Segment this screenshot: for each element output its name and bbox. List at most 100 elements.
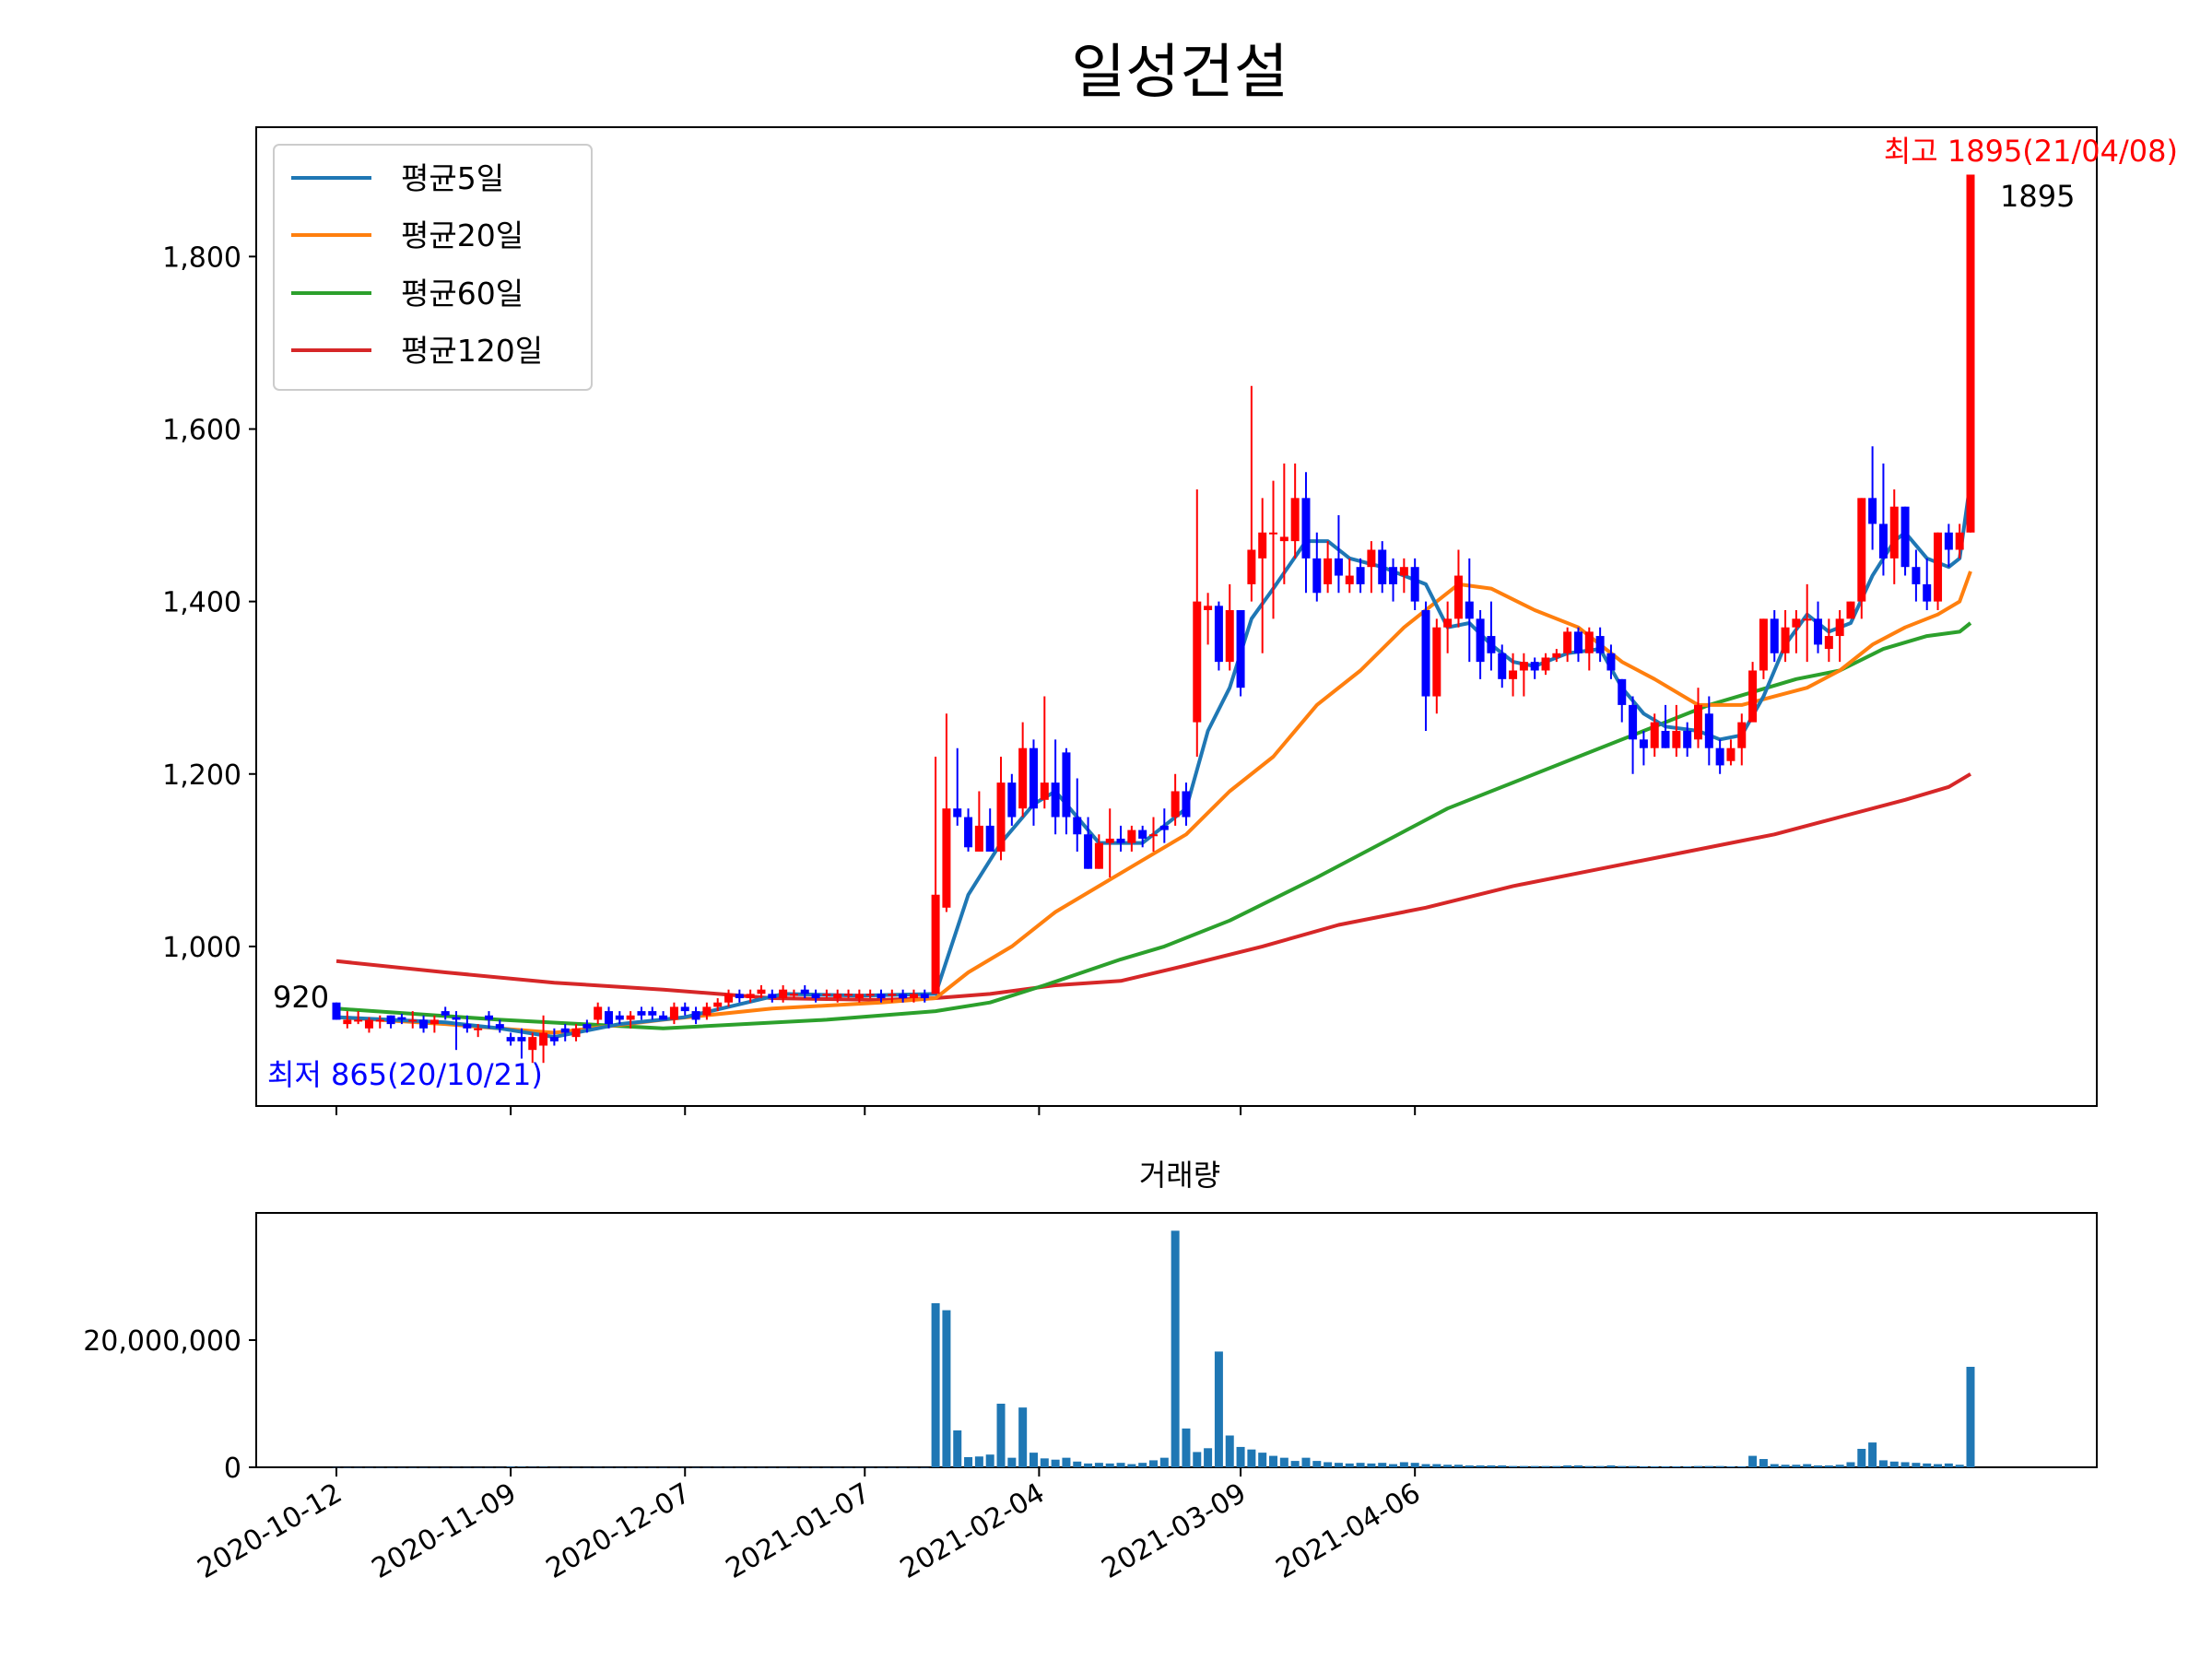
candle-body bbox=[474, 1028, 483, 1030]
candle bbox=[1171, 773, 1180, 826]
volume-bar bbox=[1149, 1460, 1158, 1467]
x-tick-label: 2020-10-12 bbox=[193, 1477, 347, 1585]
candle bbox=[746, 989, 755, 1003]
candle-body bbox=[920, 994, 929, 999]
candle-body bbox=[1563, 631, 1572, 653]
candle-body bbox=[1149, 834, 1158, 837]
volume-bar bbox=[1399, 1462, 1408, 1467]
candle bbox=[1432, 618, 1441, 714]
volume-bar bbox=[1912, 1463, 1921, 1467]
candle bbox=[964, 808, 973, 852]
volume-bar bbox=[1694, 1465, 1702, 1467]
volume-title: 거래량 bbox=[1139, 1158, 1220, 1193]
candle bbox=[1159, 808, 1169, 843]
candle bbox=[1389, 558, 1398, 602]
volume-bar bbox=[659, 1466, 668, 1468]
candle bbox=[1912, 549, 1921, 602]
candle bbox=[1803, 583, 1812, 663]
volume-bar bbox=[549, 1466, 559, 1468]
volume-bar bbox=[1683, 1465, 1692, 1467]
candle bbox=[1704, 696, 1713, 766]
candle bbox=[888, 989, 897, 1003]
candle bbox=[1258, 498, 1267, 653]
candle-body bbox=[1007, 782, 1017, 818]
candle bbox=[1715, 739, 1724, 774]
candle-body bbox=[931, 894, 940, 994]
volume-bar bbox=[1018, 1407, 1028, 1467]
volume-bar bbox=[397, 1466, 406, 1468]
volume-bar bbox=[888, 1466, 897, 1468]
candle-body bbox=[1432, 627, 1441, 697]
candle bbox=[539, 1015, 548, 1064]
volume-bar bbox=[1029, 1453, 1038, 1467]
price-y-tick-label: 1,800 bbox=[162, 241, 241, 274]
volume-bar bbox=[1606, 1465, 1616, 1467]
price-y-tick-label: 1,000 bbox=[162, 932, 241, 964]
candle bbox=[1541, 653, 1550, 676]
volume-bar bbox=[996, 1404, 1006, 1467]
candle bbox=[1367, 541, 1376, 594]
candle bbox=[1236, 609, 1245, 697]
volume-bar bbox=[1661, 1465, 1670, 1467]
candle-body bbox=[1737, 722, 1747, 748]
candle bbox=[800, 985, 809, 999]
candle bbox=[1029, 739, 1038, 826]
volume-bar bbox=[1073, 1461, 1082, 1467]
candle-body bbox=[1629, 704, 1638, 740]
candle bbox=[1889, 488, 1899, 584]
volume-bar bbox=[669, 1466, 678, 1468]
volume-bar bbox=[1639, 1465, 1648, 1467]
volume-bar bbox=[419, 1466, 429, 1468]
candle-body bbox=[702, 1006, 712, 1016]
candle bbox=[811, 989, 820, 1003]
candle bbox=[452, 1011, 461, 1051]
volume-bar bbox=[637, 1466, 646, 1468]
volume-bar bbox=[1258, 1453, 1267, 1467]
candle bbox=[833, 989, 842, 1003]
candle-body bbox=[1094, 842, 1103, 869]
volume-bar bbox=[1334, 1463, 1343, 1467]
candle-body bbox=[691, 1011, 700, 1020]
candle-body bbox=[899, 994, 908, 999]
candle-body bbox=[1683, 730, 1692, 748]
volume-bar bbox=[1944, 1463, 1953, 1467]
candle-body bbox=[1421, 609, 1430, 697]
candle bbox=[1084, 817, 1093, 869]
candle bbox=[713, 998, 723, 1012]
volume-bar bbox=[1345, 1463, 1354, 1467]
candle bbox=[1204, 593, 1213, 645]
candle-body bbox=[1487, 636, 1496, 653]
candle bbox=[495, 1019, 504, 1033]
ma20-line bbox=[335, 571, 1972, 1035]
candle bbox=[1584, 627, 1594, 671]
candle bbox=[702, 1002, 712, 1020]
candle-body bbox=[789, 994, 798, 996]
candle bbox=[1127, 825, 1136, 852]
candle-body bbox=[528, 1037, 537, 1051]
candle-body bbox=[1868, 498, 1877, 524]
volume-bar bbox=[1955, 1465, 1964, 1467]
volume-bar bbox=[354, 1466, 363, 1468]
candle-body bbox=[1618, 678, 1627, 705]
candle-body bbox=[1824, 636, 1833, 650]
candle-body bbox=[1934, 532, 1943, 602]
volume-bar bbox=[964, 1456, 973, 1467]
volume-bar bbox=[1138, 1463, 1147, 1467]
candle-body bbox=[1062, 752, 1071, 818]
volume-bar bbox=[1182, 1428, 1191, 1467]
candle bbox=[1563, 627, 1572, 663]
candle-body bbox=[1247, 549, 1256, 584]
candle bbox=[1051, 739, 1060, 835]
candle bbox=[463, 1015, 472, 1033]
candle-body bbox=[1814, 618, 1823, 645]
volume-bar bbox=[1966, 1366, 1975, 1467]
candle bbox=[429, 1015, 439, 1033]
candle-body bbox=[1759, 618, 1768, 671]
volume-bar bbox=[517, 1466, 526, 1467]
x-tick-label: 2020-12-07 bbox=[541, 1477, 696, 1585]
volume-bar bbox=[1618, 1465, 1627, 1467]
candle-body bbox=[1530, 662, 1539, 671]
candle-body bbox=[1509, 670, 1518, 679]
candle-body bbox=[1595, 636, 1605, 653]
volume-bar bbox=[1084, 1463, 1093, 1467]
